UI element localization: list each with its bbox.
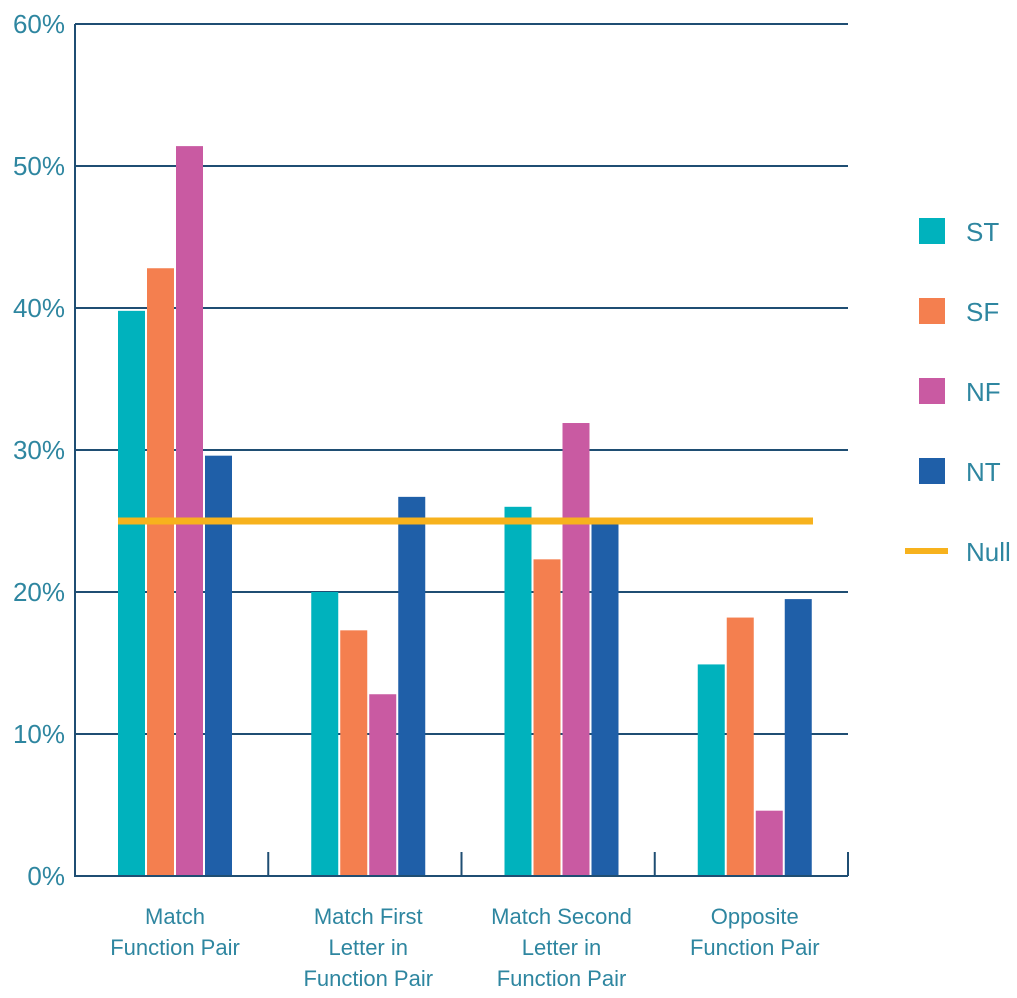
legend-label-nf: NF: [966, 377, 1001, 407]
category-label: Opposite Function Pair: [690, 904, 820, 960]
y-tick-label: 20%: [13, 577, 65, 607]
legend-label-null: Null: [966, 537, 1011, 567]
y-tick-label: 30%: [13, 435, 65, 465]
bar-st: [311, 592, 339, 876]
axes: [74, 24, 849, 877]
bar-st: [504, 506, 532, 876]
legend-swatch-sf: [919, 298, 945, 324]
bar-st: [118, 310, 145, 877]
bar-sf: [340, 630, 368, 876]
x-axis-category-labels: Match Function Pair Match First Letter in Fu…: [110, 904, 819, 991]
category-label: Match Second Letter in Function Pair: [491, 904, 632, 991]
bar-nf: [562, 423, 590, 876]
y-tick-label: 10%: [13, 719, 65, 749]
y-axis-tick-labels: 0% 10% 20% 30% 40% 50% 60%: [13, 9, 65, 891]
y-tick-label: 40%: [13, 293, 65, 323]
bars: [118, 146, 812, 877]
bar-sf: [147, 268, 174, 876]
y-tick-label: 0%: [27, 861, 65, 891]
legend: ST SF NF NT Null: [905, 217, 1011, 567]
legend-label-sf: SF: [966, 297, 999, 327]
bar-st: [697, 664, 725, 876]
legend-swatch-nf: [919, 378, 945, 404]
legend-swatch-st: [919, 218, 945, 244]
category-label: Match Function Pair: [110, 904, 240, 960]
legend-swatch-nt: [919, 458, 945, 484]
bar-nf: [176, 146, 203, 876]
bar-sf: [533, 559, 561, 876]
legend-label-st: ST: [966, 217, 999, 247]
y-tick-label: 50%: [13, 151, 65, 181]
y-tick-label: 60%: [13, 9, 65, 39]
bar-nt: [205, 455, 232, 876]
bar-nt: [784, 599, 812, 876]
bar-sf: [726, 617, 754, 876]
legend-label-nt: NT: [966, 457, 1001, 487]
bar-nf: [755, 810, 783, 876]
category-label: Match First Letter in Function Pair: [303, 904, 433, 991]
bar-nt: [591, 521, 619, 876]
bar-nt: [398, 496, 426, 876]
bar-nf: [369, 694, 397, 876]
